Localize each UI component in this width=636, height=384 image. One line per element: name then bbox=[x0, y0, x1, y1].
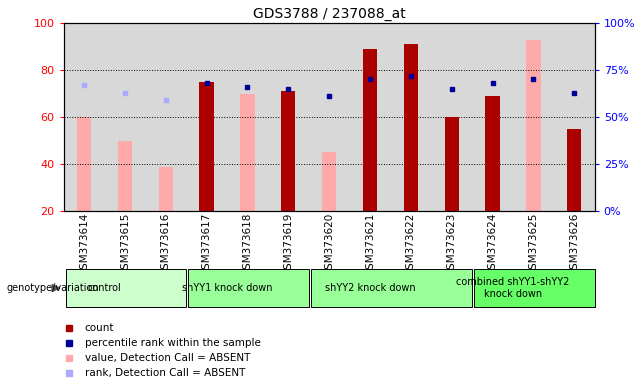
Bar bbox=[567, 129, 581, 211]
Bar bbox=[200, 82, 214, 211]
Text: rank, Detection Call = ABSENT: rank, Detection Call = ABSENT bbox=[85, 368, 245, 378]
FancyBboxPatch shape bbox=[188, 269, 308, 307]
Text: percentile rank within the sample: percentile rank within the sample bbox=[85, 338, 261, 348]
FancyBboxPatch shape bbox=[474, 269, 595, 307]
Bar bbox=[526, 40, 541, 211]
FancyBboxPatch shape bbox=[311, 269, 472, 307]
Bar bbox=[485, 96, 500, 211]
Text: shYY2 knock down: shYY2 knock down bbox=[324, 283, 415, 293]
Text: genotype/variation: genotype/variation bbox=[6, 283, 99, 293]
Bar bbox=[158, 167, 173, 211]
Bar bbox=[240, 94, 254, 211]
Text: shYY1 knock down: shYY1 knock down bbox=[182, 283, 272, 293]
Bar bbox=[404, 44, 418, 211]
Text: combined shYY1-shYY2
knock down: combined shYY1-shYY2 knock down bbox=[456, 277, 570, 299]
Text: control: control bbox=[88, 283, 121, 293]
Text: count: count bbox=[85, 323, 114, 333]
Bar bbox=[118, 141, 132, 211]
Title: GDS3788 / 237088_at: GDS3788 / 237088_at bbox=[252, 7, 406, 21]
Text: value, Detection Call = ABSENT: value, Detection Call = ABSENT bbox=[85, 353, 250, 363]
FancyBboxPatch shape bbox=[66, 269, 186, 307]
Bar bbox=[445, 117, 459, 211]
Bar bbox=[77, 117, 91, 211]
Bar bbox=[322, 152, 336, 211]
Bar bbox=[363, 49, 377, 211]
Bar bbox=[281, 91, 296, 211]
